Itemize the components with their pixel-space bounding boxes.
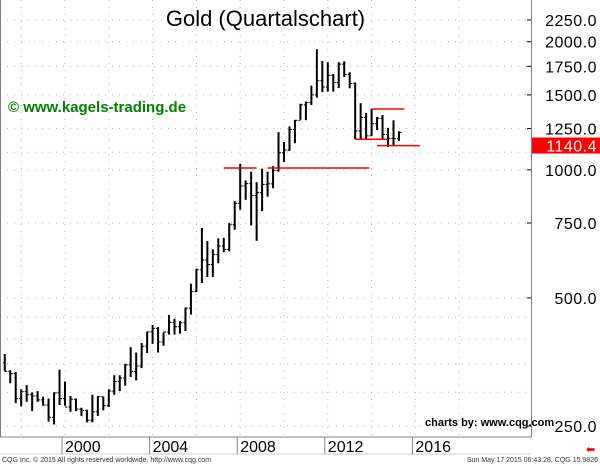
ohlc-bar [63, 381, 68, 408]
ohlc-bar [73, 398, 79, 412]
ohlc-bar [292, 119, 298, 144]
plot-border [0, 0, 532, 438]
ohlc-bar [205, 241, 210, 277]
x-tick-label: 2004 [153, 439, 189, 456]
ohlc-bar [150, 324, 156, 344]
ohlc-bar [227, 222, 232, 252]
x-tick-label: 2000 [65, 439, 101, 456]
ohlc-bar [19, 389, 24, 407]
y-tick-label: 750.0 [554, 216, 597, 233]
ohlc-bar [386, 127, 391, 148]
ohlc-bar [309, 85, 314, 106]
ohlc-bar [95, 396, 101, 416]
ohlc-bar [314, 49, 320, 98]
last-price-box [532, 137, 600, 154]
ohlc-bar [183, 307, 188, 332]
ohlc-bar [336, 62, 342, 89]
ohlc-bar [156, 327, 161, 353]
x-tick-label: 2012 [328, 439, 364, 456]
ohlc-bar [90, 394, 95, 423]
ohlc-bar [380, 115, 386, 139]
ohlc-bar [232, 200, 238, 230]
ohlc-bar [298, 103, 303, 121]
x-tick-label: 2016 [415, 439, 451, 456]
ohlc-bar [320, 60, 325, 93]
ohlc-bar [128, 347, 134, 377]
ohlc-bar [57, 369, 63, 406]
ohlc-bar [139, 342, 145, 369]
ohlc-bar [30, 392, 35, 412]
ohlc-bar [13, 371, 19, 404]
ohlc-bar [364, 112, 369, 139]
ohlc-bar [265, 171, 271, 197]
ohlc-bar [238, 163, 243, 210]
ohlc-bar [369, 108, 375, 137]
x-tick-label: 2008 [240, 439, 276, 456]
ohlc-bar [243, 180, 249, 200]
ohlc-bar [46, 398, 52, 422]
y-tick-label: 1500.0 [545, 88, 597, 105]
ohlc-bar [41, 396, 46, 406]
ohlc-bar [221, 237, 227, 253]
ohlc-bar [199, 227, 205, 284]
ohlc-bar [271, 166, 276, 189]
ohlc-bar [177, 321, 183, 334]
ohlc-bar [347, 72, 353, 89]
ohlc-bar [24, 385, 30, 402]
ohlc-bar [391, 120, 396, 146]
ohlc-bar [358, 103, 364, 140]
ohlc-bar [287, 126, 292, 151]
ohlc-bar [167, 314, 172, 335]
ohlc-bar [188, 283, 194, 315]
ohlc-bar [2, 354, 8, 372]
watermark: © www.kagels-trading.de [8, 99, 187, 116]
y-tick-label: 1750.0 [545, 59, 597, 76]
y-tick-label: 1000.0 [545, 163, 597, 180]
ohlc-bar [106, 389, 112, 408]
ohlc-bar [68, 396, 73, 412]
ohlc-bar [112, 375, 117, 395]
ohlc-bar [331, 73, 336, 92]
y-tick-label: 1250.0 [545, 122, 597, 139]
ohlc-bar [161, 331, 167, 346]
ohlc-bar [353, 82, 358, 140]
ohlc-bar [254, 182, 260, 241]
y-tick-label: 2000.0 [545, 35, 597, 52]
ohlc-bar [303, 101, 309, 121]
ohlc-bar [194, 268, 199, 293]
ohlc-bar [342, 61, 347, 77]
chart-title: Gold (Quartalschart) [165, 6, 366, 31]
ohlc-bar [249, 171, 254, 226]
ohlc-bar [216, 238, 221, 264]
ohlc-bar [123, 363, 128, 386]
ohlc-bar [117, 375, 123, 392]
y-tick-label: 250.0 [554, 419, 597, 436]
ohlc-bar [52, 392, 57, 425]
ohlc-bar [276, 132, 282, 172]
ohlc-bar [282, 142, 287, 162]
ohlc-bar [79, 407, 84, 416]
ohlc-bar [210, 249, 216, 277]
ohlc-bar [101, 396, 106, 411]
ohlc-bar [325, 62, 331, 92]
footer-copyright: CQG Inc. © 2015 All rights reserved worl… [2, 457, 212, 464]
y-tick-label: 500.0 [554, 291, 597, 308]
y-tick-label: 2250.0 [545, 13, 597, 30]
ohlc-bar [396, 131, 402, 141]
ohlc-bar [375, 116, 380, 131]
ohlc-bar [8, 370, 13, 384]
ohlc-bar [172, 318, 177, 335]
ohlc-bar [134, 352, 139, 381]
chart-credit: charts by: www.cqg.com [425, 417, 555, 429]
footer-timestamp: Sun May 17 2015 06:43:28, CQG 15.9826 [466, 457, 598, 464]
last-price-label: 1140.4 [546, 139, 597, 156]
ohlc-bar [35, 391, 41, 402]
scroll-right-arrow-icon[interactable]: ⬅ [586, 444, 596, 456]
ohlc-bar [84, 409, 90, 423]
ohlc-bar [145, 331, 150, 354]
ohlc-bar [260, 168, 265, 212]
